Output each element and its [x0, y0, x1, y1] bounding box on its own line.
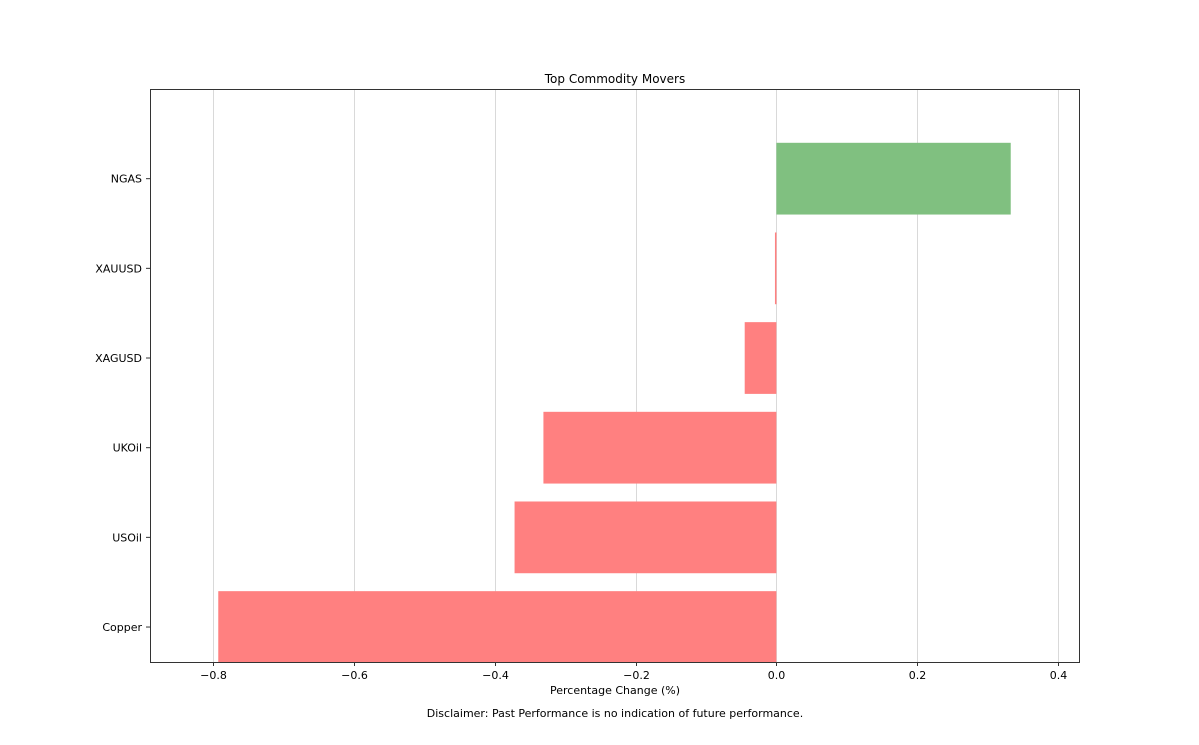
- y-tick-label: NGAS: [111, 173, 142, 186]
- chart-title: Top Commodity Movers: [544, 72, 685, 86]
- y-tick-label: UKOil: [113, 442, 142, 455]
- x-axis: −0.8 −0.6 −0.4 −0.2 0.0 0.2 0.4: [200, 662, 1067, 682]
- y-tick-label: XAGUSD: [95, 352, 142, 365]
- y-tick-label: Copper: [102, 621, 142, 634]
- plot-frame: [150, 89, 1080, 663]
- bar-ukoil: [543, 411, 777, 484]
- bar-xagusd: [744, 322, 777, 394]
- bar-xauusd: [774, 232, 777, 305]
- bar-ngas: [776, 142, 1011, 215]
- y-tick-label: USOil: [112, 531, 142, 544]
- x-axis-label: Percentage Change (%): [550, 684, 680, 697]
- x-tick-label: −0.8: [200, 669, 227, 682]
- y-axis: NGAS XAUUSD XAGUSD UKOil USOil Copper: [95, 173, 150, 634]
- x-tick-label: 0.4: [1050, 669, 1068, 682]
- bars: [218, 142, 1011, 663]
- bar-usoil: [514, 501, 777, 574]
- x-tick-label: −0.4: [482, 669, 509, 682]
- bar-copper: [218, 591, 777, 663]
- disclaimer: Disclaimer: Past Performance is no indic…: [427, 707, 803, 720]
- y-tick-label: XAUUSD: [95, 262, 142, 275]
- x-tick-label: −0.6: [341, 669, 368, 682]
- x-tick-label: 0.2: [909, 669, 927, 682]
- x-tick-label: −0.2: [623, 669, 650, 682]
- x-tick-label: 0.0: [768, 669, 786, 682]
